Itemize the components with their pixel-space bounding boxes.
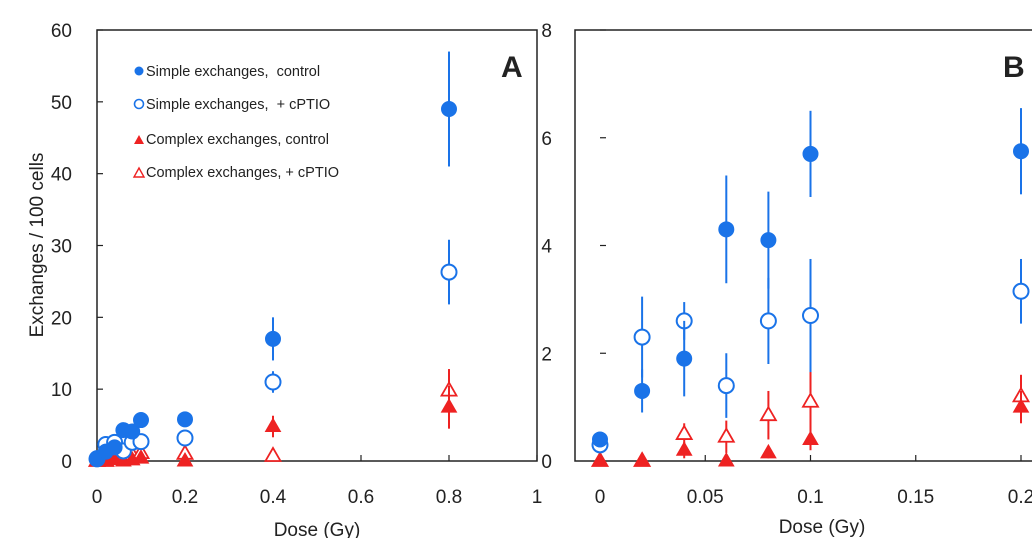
x-tick-label-a: 0.8 (436, 487, 462, 508)
y-tick-label-a: 0 (61, 452, 72, 473)
point-complex-exchanges-control (1012, 398, 1030, 413)
point-complex-exchanges-cptio (675, 424, 694, 440)
point-complex-exchanges-control (440, 398, 458, 413)
x-tick-label-b: 0 (595, 487, 606, 508)
point-simple-exchanges-control (177, 411, 193, 428)
point-simple-exchanges-control (760, 232, 777, 249)
y-tick-label-b: 0 (541, 452, 552, 473)
legend: Simple exchanges, control Simple exchang… (132, 64, 339, 181)
x-tick-label-a: 0.4 (260, 487, 287, 508)
point-simple-exchanges-control (634, 382, 651, 399)
point-simple-exchanges-control (124, 423, 141, 440)
x-axis-title-a: Dose (Gy) (274, 520, 361, 538)
point-complex-exchanges-control (264, 417, 282, 433)
y-tick-label-a: 40 (51, 165, 72, 186)
legend-label-simple-cptio: Simple exchanges, + cPTIO (146, 97, 330, 113)
y-tick-label-a: 30 (51, 237, 72, 258)
point-simple-exchanges-control (265, 330, 281, 347)
point-simple-exchanges-control (106, 439, 123, 456)
panel-label-a: A (501, 51, 523, 84)
x-axis-title-b: Dose (Gy) (779, 517, 866, 538)
point-simple-exchanges-cptio (717, 377, 735, 395)
y-tick-label-a: 10 (51, 380, 72, 401)
point-complex-exchanges-control (633, 451, 651, 467)
point-simple-exchanges-cptio (633, 328, 651, 346)
x-tick-label-a: 0 (92, 487, 103, 508)
y-axis-title-a: Exchanges / 100 cells (27, 153, 48, 338)
point-simple-exchanges-control (441, 101, 457, 118)
point-simple-exchanges-cptio (176, 429, 194, 447)
point-complex-exchanges-control (675, 441, 693, 456)
point-complex-exchanges-cptio (263, 446, 283, 462)
y-tick-label-a: 60 (51, 21, 72, 42)
legend-label-complex-cptio: Complex exchanges, + cPTIO (146, 165, 339, 181)
point-simple-exchanges-control (592, 431, 608, 448)
x-tick-label-a: 1 (532, 487, 543, 508)
x-tick-label-a: 0.2 (172, 487, 198, 508)
y-tick-label-a: 20 (51, 308, 72, 329)
point-simple-exchanges-control (1013, 143, 1029, 160)
point-simple-exchanges-cptio (759, 312, 777, 330)
legend-marker-complex-control (134, 135, 144, 144)
y-tick-label-b: 6 (541, 129, 552, 150)
point-simple-exchanges-cptio (132, 433, 150, 451)
point-simple-exchanges-control (802, 145, 819, 162)
legend-marker-simple-cptio (133, 98, 145, 110)
y-tick-label-b: 8 (541, 21, 552, 42)
chart-panel-b: B Dose (Gy) 0 0.05 0.1 0.15 0.2 0 2 4 6 8 (541, 21, 1032, 538)
x-tick-label-b: 0.05 (687, 487, 724, 508)
point-complex-exchanges-control (132, 449, 150, 464)
point-complex-exchanges-control (176, 451, 194, 467)
x-tick-label-b: 0.1 (797, 487, 823, 508)
legend-marker-complex-cptio (132, 166, 146, 178)
x-tick-label-a: 0.6 (348, 487, 374, 508)
y-tick-label-b: 2 (541, 344, 552, 365)
x-tick-label-b: 0.2 (1008, 487, 1032, 508)
point-complex-exchanges-cptio (801, 391, 820, 408)
point-simple-exchanges-cptio (802, 307, 819, 325)
point-simple-exchanges-control (718, 221, 735, 238)
plot-frame-a (96, 29, 538, 462)
plot-frame-b (574, 29, 1032, 462)
point-complex-exchanges-cptio (759, 405, 778, 422)
point-simple-exchanges-control (676, 350, 693, 367)
panel-label-b: B (1003, 51, 1025, 84)
point-simple-exchanges-control (133, 412, 149, 429)
legend-label-simple-control: Simple exchanges, control (146, 64, 320, 80)
chart-panel-a: A Dose (Gy) Exchanges / 100 cells Simple… (27, 21, 542, 538)
point-complex-exchanges-cptio (717, 426, 736, 443)
x-tick-label-b: 0.15 (897, 487, 934, 508)
y-tick-label-a: 50 (51, 93, 72, 114)
point-complex-exchanges-control (802, 430, 819, 445)
legend-marker-simple-control (134, 66, 144, 76)
point-simple-exchanges-cptio (1012, 282, 1030, 300)
legend-label-complex-control: Complex exchanges, control (146, 132, 329, 148)
y-tick-label-b: 4 (541, 237, 552, 258)
point-simple-exchanges-cptio (440, 263, 458, 281)
point-complex-exchanges-control (591, 451, 609, 467)
point-complex-exchanges-control (717, 451, 735, 467)
point-simple-exchanges-cptio (264, 373, 282, 391)
point-complex-exchanges-control (760, 443, 777, 459)
